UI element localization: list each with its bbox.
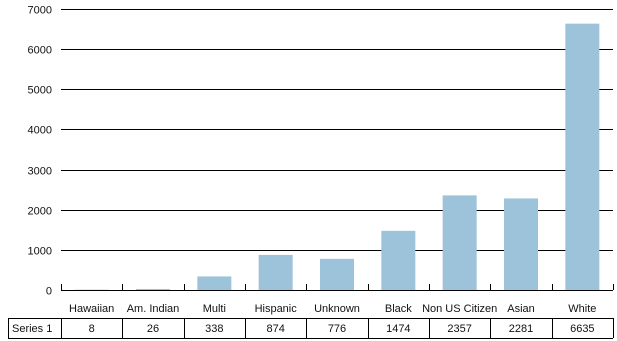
y-tick-label: 3000: [28, 166, 52, 178]
category-label: Hispanic: [255, 303, 298, 315]
bar-am-indian: [136, 288, 170, 290]
bar-black: [381, 230, 416, 290]
category-labels: Hawaiian Am. Indian Multi Hispanic Unknown Bl…: [69, 303, 596, 315]
bar-asian: [504, 198, 538, 290]
x-axis-ticks: [61, 284, 614, 290]
bar-multi: [197, 276, 232, 290]
y-tick-label: 4000: [28, 125, 52, 137]
y-tick-label: 6000: [28, 45, 52, 57]
table-value: 874: [266, 323, 284, 335]
y-tick-label: 7000: [28, 5, 52, 17]
bar-hispanic: [258, 254, 293, 290]
gridlines: [61, 9, 613, 251]
bar-non-us-citizen: [442, 195, 477, 290]
table-value: 26: [147, 323, 159, 335]
category-label: Multi: [203, 303, 226, 315]
y-tick-label: 5000: [28, 85, 52, 97]
table-value: 338: [205, 323, 223, 335]
table-value: 6635: [570, 323, 594, 335]
bar-unknown: [320, 258, 354, 290]
table-value: 2281: [509, 323, 533, 335]
table-value: 1474: [386, 323, 410, 335]
table-series-label: Series 1: [12, 323, 52, 335]
y-axis-tick-labels: 0 1000 2000 3000 4000 5000 6000 7000: [28, 5, 52, 298]
category-label: Non US Citizen: [422, 303, 497, 315]
y-tick-label: 0: [46, 286, 52, 298]
table-value: 2357: [447, 323, 471, 335]
category-label: Unknown: [314, 303, 360, 315]
category-label: White: [568, 303, 596, 315]
category-label: Black: [385, 303, 412, 315]
table-value: 8: [89, 323, 95, 335]
category-label: Hawaiian: [69, 303, 114, 315]
category-label: Asian: [507, 303, 535, 315]
table-value: 776: [328, 323, 346, 335]
bar-white: [565, 23, 600, 291]
y-tick-label: 1000: [28, 246, 52, 258]
y-tick-label: 2000: [28, 206, 52, 218]
bars: [74, 23, 600, 291]
data-table: Series 1 8 26 338 874 776 1474 2357 2281 6635: [8, 318, 614, 339]
category-label: Am. Indian: [127, 303, 180, 315]
